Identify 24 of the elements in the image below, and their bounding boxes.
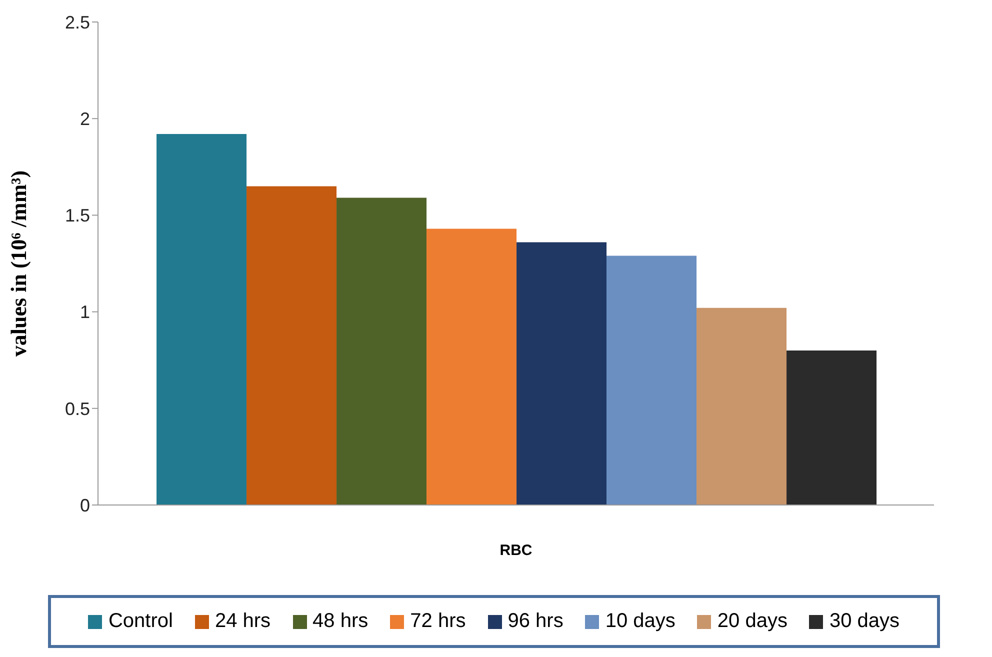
- y-tick-label: 2: [80, 108, 90, 129]
- legend-label: Control: [107, 610, 173, 633]
- legend-label: 20 days: [716, 610, 788, 633]
- legend-label: 10 days: [604, 610, 676, 633]
- bar: [156, 134, 247, 505]
- y-tick-label: 0: [80, 495, 90, 516]
- bar: [516, 242, 607, 505]
- y-tick-label: 1: [80, 302, 90, 322]
- bar: [426, 228, 517, 505]
- bar: [246, 186, 337, 505]
- legend-label: 72 hrs: [409, 610, 466, 633]
- bar: [786, 350, 877, 505]
- legend-label: 24 hrs: [214, 610, 271, 633]
- y-axis-title: values in (10⁶ /mm³): [6, 170, 31, 357]
- y-tick-label: 0.5: [64, 398, 90, 419]
- y-tick-label: 1.5: [64, 206, 90, 226]
- bar: [606, 256, 697, 505]
- bar: [336, 198, 427, 505]
- legend-label: 96 hrs: [506, 610, 564, 633]
- legend-label: 48 hrs: [312, 610, 368, 633]
- y-tick-label: 2.5: [64, 12, 90, 32]
- x-axis-title: RBC: [500, 542, 532, 559]
- bar: [696, 308, 787, 505]
- legend-label: 30 days: [828, 610, 900, 633]
